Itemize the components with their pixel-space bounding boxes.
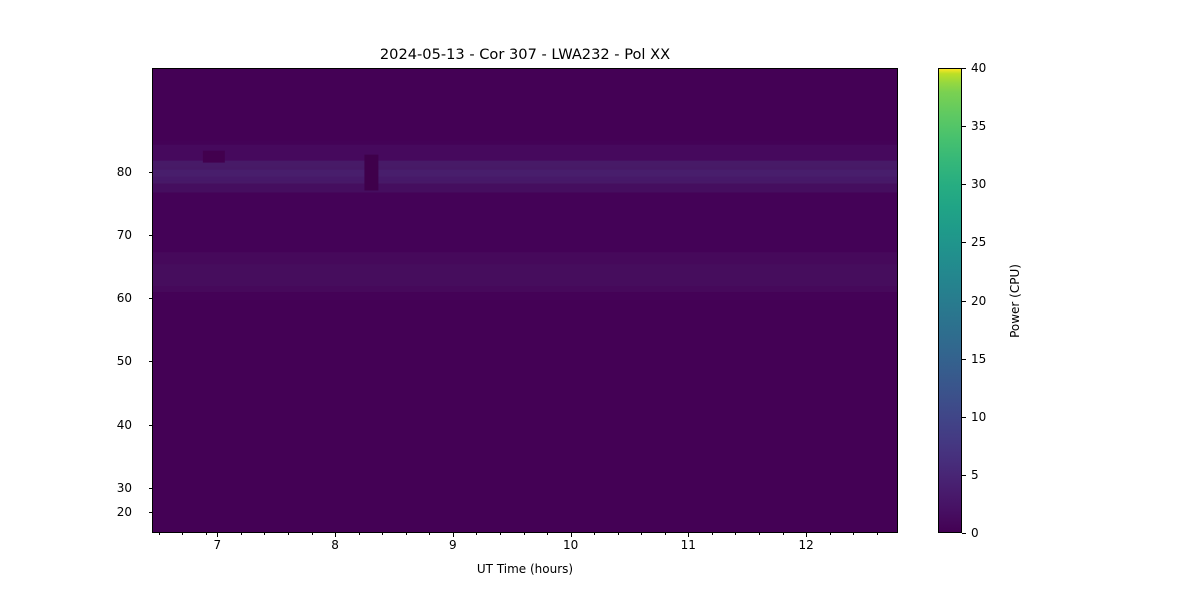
cbar-ticklabel-35: 35 <box>971 119 987 134</box>
y-ticklabel-40: 40 <box>116 417 132 432</box>
y-ticklabel-50: 50 <box>116 354 132 369</box>
y-ticklabel-70: 70 <box>116 227 132 242</box>
x-ticklabel-9: 9 <box>448 538 457 552</box>
x-ticklabel-10: 10 <box>562 538 579 552</box>
x-ticklabel-8: 8 <box>331 538 339 552</box>
cbar-ticklabel-40: 40 <box>971 61 987 75</box>
cbar-ticklabel-15: 15 <box>971 351 987 366</box>
heatmap-image <box>153 69 897 532</box>
cbar-ticklabel-20: 20 <box>971 293 987 308</box>
y-ticklabel-60: 60 <box>116 291 132 306</box>
colorbar[interactable] <box>938 68 962 533</box>
colorbar-ticklabels: 40 35 30 25 20 15 10 5 0 <box>968 61 1008 540</box>
cbar-ticklabel-30: 30 <box>971 177 987 192</box>
x-axis-ticklabels: 7 8 9 10 11 12 <box>152 538 898 558</box>
x-axis-label: UT Time (hours) <box>476 562 574 576</box>
colorbar-label: Power (CPU) <box>1008 263 1022 338</box>
y-axis-ticklabels: 80 70 60 50 40 30 20 <box>0 68 144 533</box>
cbar-ticklabel-5: 5 <box>971 467 979 482</box>
colorbar-ticks <box>938 68 968 534</box>
x-axis-ticks <box>152 533 898 541</box>
cbar-ticklabel-0: 0 <box>971 526 979 540</box>
y-ticklabel-80: 80 <box>116 164 132 179</box>
x-ticklabel-11: 11 <box>680 538 696 552</box>
cbar-ticklabel-10: 10 <box>971 409 987 424</box>
page-title: 2024-05-13 - Cor 307 - LWA232 - Pol XX <box>379 46 671 63</box>
y-axis-ticks <box>148 68 152 533</box>
cbar-ticklabel-25: 25 <box>971 235 987 250</box>
y-ticklabel-20: 20 <box>116 505 132 519</box>
heatmap-axes[interactable] <box>152 68 898 533</box>
y-ticklabel-30: 30 <box>116 481 132 495</box>
x-ticklabel-7: 7 <box>213 538 222 552</box>
x-ticklabel-12: 12 <box>798 538 814 552</box>
